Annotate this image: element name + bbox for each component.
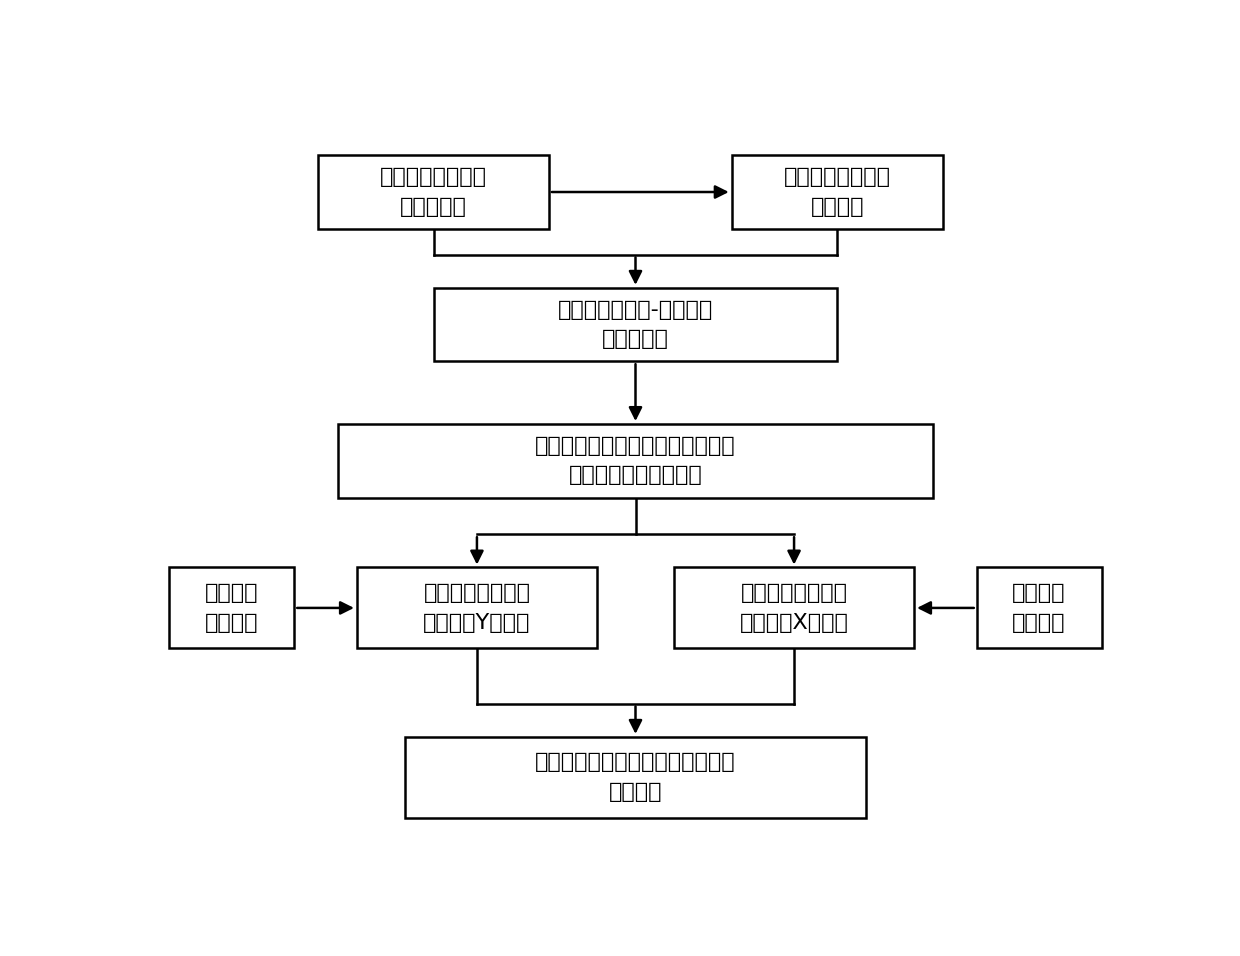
FancyBboxPatch shape: [337, 424, 934, 497]
Text: 非对称刚度调控参
数（调控X方向）: 非对称刚度调控参 数（调控X方向）: [739, 583, 848, 633]
Text: 非对称刚度调控参
数（调控Y方向）: 非对称刚度调控参 数（调控Y方向）: [423, 583, 531, 633]
Text: 指定材料工件的铣
削力系数: 指定材料工件的铣 削力系数: [784, 167, 890, 217]
FancyBboxPatch shape: [170, 568, 294, 648]
Text: 刀尖位置两自由度
直角坐标系: 刀尖位置两自由度 直角坐标系: [381, 167, 487, 217]
FancyBboxPatch shape: [675, 568, 914, 648]
FancyBboxPatch shape: [319, 155, 549, 228]
FancyBboxPatch shape: [434, 288, 837, 361]
Text: 基于压电作动器的非对称刚度调控
物理实现: 基于压电作动器的非对称刚度调控 物理实现: [536, 752, 735, 802]
Text: 顺铣目标
切削工况: 顺铣目标 切削工况: [205, 583, 259, 633]
Text: 非对称刚度主轴-铣削系统
动力学模型: 非对称刚度主轴-铣削系统 动力学模型: [558, 300, 713, 349]
Text: 逆铣目标
切削工况: 逆铣目标 切削工况: [1012, 583, 1066, 633]
FancyBboxPatch shape: [732, 155, 942, 228]
FancyBboxPatch shape: [357, 568, 596, 648]
FancyBboxPatch shape: [404, 737, 866, 817]
Text: 不同铣削方式、非对称刚度不同调
控程度的稳定性叶瓣图: 不同铣削方式、非对称刚度不同调 控程度的稳定性叶瓣图: [536, 436, 735, 486]
FancyBboxPatch shape: [977, 568, 1101, 648]
